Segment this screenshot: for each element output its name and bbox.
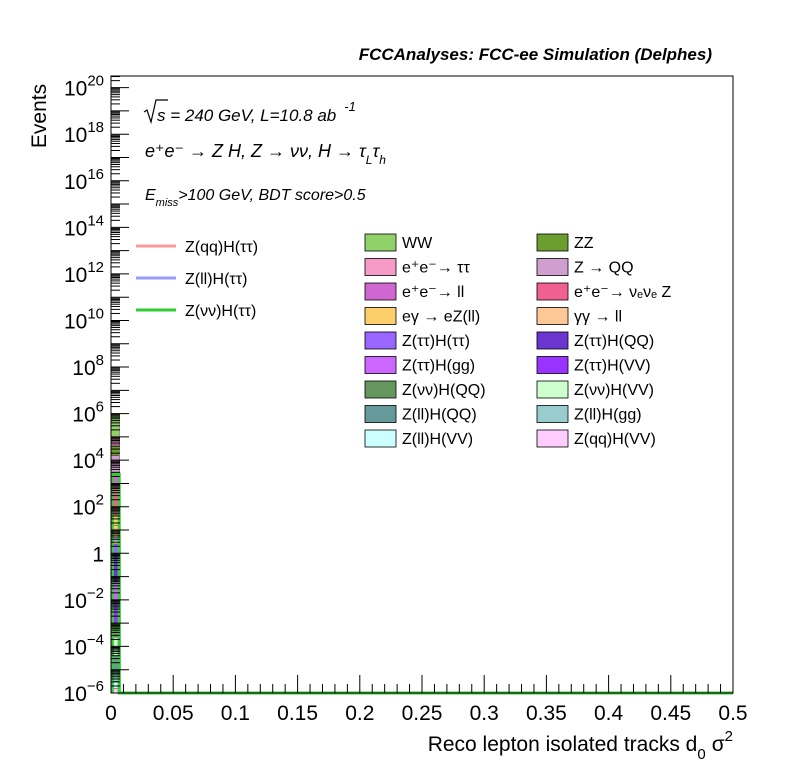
legend-swatch <box>364 233 397 252</box>
y-tick-label: 1018 <box>64 119 104 147</box>
y-tick-label: 10−2 <box>64 585 104 613</box>
legend-label: e⁺e⁻→ ll <box>402 284 464 301</box>
legend-signal: Z(qq)H(ττ) Z(ll)H(ττ) Z(νν)H(ττ) <box>136 239 258 320</box>
legend-label: Z → QQ <box>574 260 634 277</box>
x-tick-label: 0.15 <box>277 702 318 725</box>
legend-swatch <box>364 429 397 448</box>
legend-swatch <box>536 405 569 423</box>
legend-label: Z(ττ)H(gg) <box>402 358 475 375</box>
x-tick-label: 0.2 <box>345 702 374 725</box>
legend-label: Z(νν)H(QQ) <box>402 382 486 399</box>
legend-label: Z(ll)H(ττ) <box>185 271 247 288</box>
legend-swatch <box>536 307 569 325</box>
legend-swatch <box>364 282 397 301</box>
legend-label: e⁺e⁻→ ττ <box>402 260 470 277</box>
x-tick-label: 0.4 <box>594 702 624 725</box>
energy-text: s = 240 GeV, L=10.8 ab -1 <box>157 99 356 125</box>
legend-label: Z(ll)H(VV) <box>402 431 473 448</box>
legend-swatch <box>536 233 569 252</box>
legend-swatch <box>536 331 569 350</box>
legend-label: Z(ττ)H(QQ) <box>574 333 654 350</box>
annotation-energy: s = 240 GeV, L=10.8 ab -1 <box>143 99 356 125</box>
y-tick-label: 1014 <box>64 212 104 240</box>
x-axis-label: Reco lepton isolated tracks d0 σ2 <box>428 728 733 763</box>
legend-swatch <box>364 258 397 276</box>
legend-label: Z(νν)H(ττ) <box>185 303 256 320</box>
legend-swatch <box>536 356 569 374</box>
legend-label: Z(qq)H(ττ) <box>185 239 258 256</box>
y-axis: 10−6 10−4 10−2 1 102 104 106 108 1010 1012 1014 101… <box>64 73 129 706</box>
legend-label: WW <box>402 235 433 252</box>
x-tick-label: 0.25 <box>402 702 443 725</box>
legend-label: e⁺e⁻→ νₑνₑ Z <box>574 284 671 301</box>
legend-swatch <box>364 380 397 399</box>
y-tick-label: 102 <box>72 492 104 520</box>
legend-label: Z(ττ)H(VV) <box>574 358 651 375</box>
legend-label: Z(ll)H(QQ) <box>402 407 477 424</box>
legend-swatch <box>364 405 397 423</box>
x-axis: 0 0.05 0.1 0.15 0.2 0.25 0.3 0.35 0.4 0.45 0.5 <box>105 675 748 725</box>
x-tick-label: 0 <box>105 702 117 725</box>
y-tick-label: 108 <box>72 352 104 380</box>
legend-background: WW ZZ e⁺e⁻→ ττ Z → QQ e⁺e⁻→ ll e⁺e⁻→ νₑνₑ Z eγ… <box>364 233 671 448</box>
legend-label: Z(ll)H(gg) <box>574 407 642 424</box>
x-tick-label: 0.3 <box>470 702 499 725</box>
legend-swatch <box>536 429 569 448</box>
y-tick-label: 1 <box>92 543 104 566</box>
y-tick-label: 1016 <box>64 166 104 194</box>
y-tick-label: 10−6 <box>64 678 104 706</box>
x-tick-label: 0.5 <box>718 702 747 725</box>
sqrt-symbol <box>143 99 168 125</box>
y-tick-label: 1010 <box>64 305 104 333</box>
y-tick-label: 104 <box>72 445 104 473</box>
legend-label: Z(qq)H(VV) <box>574 431 656 448</box>
legend-swatch <box>536 282 569 301</box>
legend-label: γγ → ll <box>574 309 622 326</box>
legend-swatch <box>536 258 569 276</box>
legend-swatch <box>364 356 397 374</box>
y-tick-label: 106 <box>72 399 104 427</box>
legend-swatch <box>364 331 397 350</box>
legend-label: Z(νν)H(VV) <box>574 382 654 399</box>
x-tick-label: 0.45 <box>650 702 691 725</box>
legend-label: Z(ττ)H(ττ) <box>402 333 470 350</box>
x-tick-label: 0.05 <box>153 702 194 725</box>
y-axis-label: Events <box>28 84 51 148</box>
y-tick-label: 1020 <box>64 73 104 101</box>
y-tick-label: 10−4 <box>64 631 104 659</box>
chart-title: FCCAnalyses: FCC-ee Simulation (Delphes) <box>359 45 713 64</box>
x-tick-label: 0.1 <box>221 702 250 725</box>
y-tick-label: 1012 <box>64 259 104 287</box>
legend-swatch <box>536 380 569 399</box>
annotation-process: e⁺e⁻ → Z H, Z → νν, H → τLτh <box>145 141 386 167</box>
legend-swatch <box>364 307 397 325</box>
annotation-cut: Emiss>100 GeV, BDT score>0.5 <box>145 187 366 209</box>
legend-label: ZZ <box>574 235 594 252</box>
legend-label: eγ → eZ(ll) <box>402 309 480 326</box>
x-tick-label: 0.35 <box>526 702 567 725</box>
